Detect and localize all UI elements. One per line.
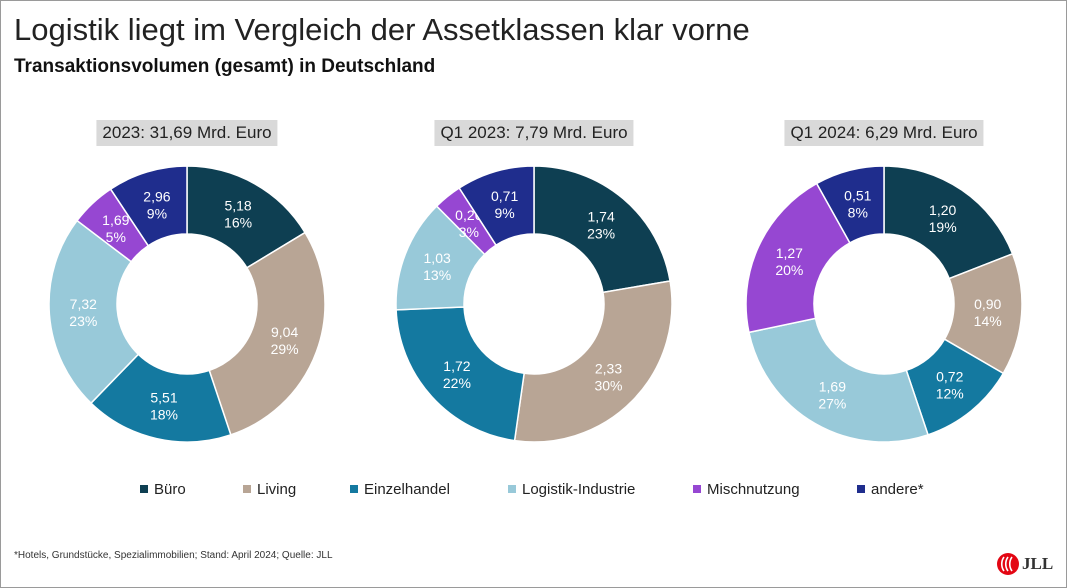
slice-andere bbox=[815, 165, 885, 244]
legend-label-buero: Büro bbox=[154, 481, 186, 498]
slice-value-label: 5,51 bbox=[150, 389, 177, 405]
slice-percent-label: 8% bbox=[848, 204, 868, 220]
slice-percent-label: 22% bbox=[443, 375, 471, 391]
slice-value-label: 1,03 bbox=[424, 250, 451, 266]
slice-percent-label: 23% bbox=[587, 226, 615, 242]
slice-percent-label: 19% bbox=[929, 219, 957, 235]
slice-label-buero: 1,20 19% bbox=[929, 202, 957, 235]
slice-value-label: 0,51 bbox=[844, 187, 871, 203]
legend-item-einzelhandel: Einzelhandel bbox=[350, 481, 450, 498]
slice-value-label: 1,20 bbox=[929, 202, 956, 218]
donut-q1-2024: 1,20 19% 0,90 14% 0,72 12% 1,69 27% 1,27 20% 0,51 8… bbox=[745, 165, 1023, 443]
legend-swatch-living bbox=[243, 485, 251, 493]
slice-value-label: 2,96 bbox=[143, 188, 170, 204]
legend-item-living: Living bbox=[243, 481, 296, 498]
slice-value-label: 2,33 bbox=[595, 361, 622, 377]
legend-item-logistik: Logistik-Industrie bbox=[508, 481, 635, 498]
donut-2-title: Q1 2023: 7,79 Mrd. Euro bbox=[434, 120, 634, 146]
jll-logo-icon bbox=[997, 553, 1019, 575]
legend-label-einzelhandel: Einzelhandel bbox=[364, 481, 450, 498]
slice-percent-label: 29% bbox=[271, 341, 299, 357]
slice-percent-label: 13% bbox=[423, 267, 451, 283]
slice-value-label: 1,69 bbox=[102, 212, 129, 228]
slice-logistik-industrie bbox=[48, 219, 140, 405]
slice-percent-label: 20% bbox=[775, 262, 803, 278]
legend-swatch-mischnutzung bbox=[693, 485, 701, 493]
slice-label-living: 9,04 29% bbox=[271, 324, 299, 357]
slice-label-logistik-industrie: 1,03 13% bbox=[423, 250, 451, 283]
slice-andere bbox=[458, 165, 535, 247]
slice-andere bbox=[109, 165, 188, 247]
slice-percent-label: 30% bbox=[594, 378, 622, 394]
slice-percent-label: 3% bbox=[459, 224, 479, 240]
slice-label-einzelhandel: 1,72 22% bbox=[443, 358, 471, 391]
slice-living bbox=[513, 280, 673, 443]
legend-swatch-buero bbox=[140, 485, 148, 493]
slice-label-andere: 2,96 9% bbox=[143, 188, 170, 221]
slice-label-andere: 0,71 9% bbox=[491, 188, 518, 221]
slice-percent-label: 12% bbox=[936, 386, 964, 402]
donut-2023: 5,18 16% 9,04 29% 5,51 18% 7,32 23% 1,69 5% 2,96 9% bbox=[48, 165, 326, 443]
page-subtitle: Transaktionsvolumen (gesamt) in Deutschl… bbox=[14, 56, 436, 77]
slice-label-logistik-industrie: 1,69 27% bbox=[818, 378, 846, 411]
slice-percent-label: 18% bbox=[150, 406, 178, 422]
slice-label-buero: 1,74 23% bbox=[587, 209, 615, 242]
donut-1-title: 2023: 31,69 Mrd. Euro bbox=[96, 120, 278, 146]
slice-percent-label: 5% bbox=[106, 229, 126, 245]
slice-label-buero: 5,18 16% bbox=[224, 197, 252, 230]
slice-mischnutzung bbox=[745, 182, 851, 334]
legend-swatch-einzelhandel bbox=[350, 485, 358, 493]
slice-logistik-industrie bbox=[748, 317, 929, 443]
slice-value-label: 1,74 bbox=[588, 209, 615, 225]
slice-label-mischnutzung: 1,69 5% bbox=[102, 212, 129, 245]
slice-label-einzelhandel: 5,51 18% bbox=[150, 389, 178, 422]
slice-label-living: 2,33 30% bbox=[594, 361, 622, 394]
slice-value-label: 5,18 bbox=[224, 197, 251, 213]
legend-item-mischnutzung: Mischnutzung bbox=[693, 481, 800, 498]
slice-label-mischnutzung: 1,27 20% bbox=[775, 245, 803, 278]
slice-percent-label: 23% bbox=[69, 313, 97, 329]
slice-percent-label: 9% bbox=[147, 205, 167, 221]
slice-einzelhandel bbox=[89, 353, 232, 443]
legend-label-andere: andere* bbox=[871, 481, 924, 498]
donut-3-title: Q1 2024: 6,29 Mrd. Euro bbox=[784, 120, 984, 146]
slice-value-label: 1,72 bbox=[443, 358, 470, 374]
slice-label-logistik-industrie: 7,32 23% bbox=[69, 296, 97, 329]
slice-value-label: 0,71 bbox=[491, 188, 518, 204]
slice-value-label: 7,32 bbox=[70, 296, 97, 312]
slice-buero bbox=[533, 165, 671, 294]
slice-label-living: 0,90 14% bbox=[974, 296, 1002, 329]
slice-living bbox=[208, 231, 326, 436]
legend-label-logistik: Logistik-Industrie bbox=[522, 481, 636, 498]
slice-label-einzelhandel: 0,72 12% bbox=[936, 369, 964, 402]
slice-value-label: 0,90 bbox=[974, 296, 1001, 312]
legend-item-buero: Büro bbox=[140, 481, 186, 498]
jll-logo: JLL bbox=[996, 551, 1056, 577]
slice-value-label: 1,69 bbox=[819, 378, 846, 394]
legend-label-living: Living bbox=[257, 481, 297, 498]
legend-item-andere: andere* bbox=[857, 481, 924, 498]
slice-einzelhandel bbox=[395, 306, 525, 442]
slice-value-label: 1,27 bbox=[776, 245, 803, 261]
page-title: Logistik liegt im Vergleich der Assetkla… bbox=[14, 12, 750, 47]
legend-label-mischnutzung: Mischnutzung bbox=[707, 481, 800, 498]
slice-percent-label: 27% bbox=[818, 395, 846, 411]
slice-percent-label: 16% bbox=[224, 214, 252, 230]
legend-swatch-andere bbox=[857, 485, 865, 493]
footnote: *Hotels, Grundstücke, Spezialimmobilien;… bbox=[14, 550, 333, 561]
slice-label-andere: 0,51 8% bbox=[844, 187, 871, 220]
slice-value-label: 0,72 bbox=[936, 369, 963, 385]
slice-value-label: 9,04 bbox=[271, 324, 298, 340]
donut-q1-2023: 1,74 23%2,33 30%1,72 22%1,03 13%0,26 3%0,71 9% bbox=[395, 165, 673, 443]
jll-logo-text: JLL bbox=[1022, 554, 1054, 573]
slice-percent-label: 9% bbox=[495, 205, 515, 221]
legend-swatch-logistik bbox=[508, 485, 516, 493]
slice-percent-label: 14% bbox=[974, 313, 1002, 329]
